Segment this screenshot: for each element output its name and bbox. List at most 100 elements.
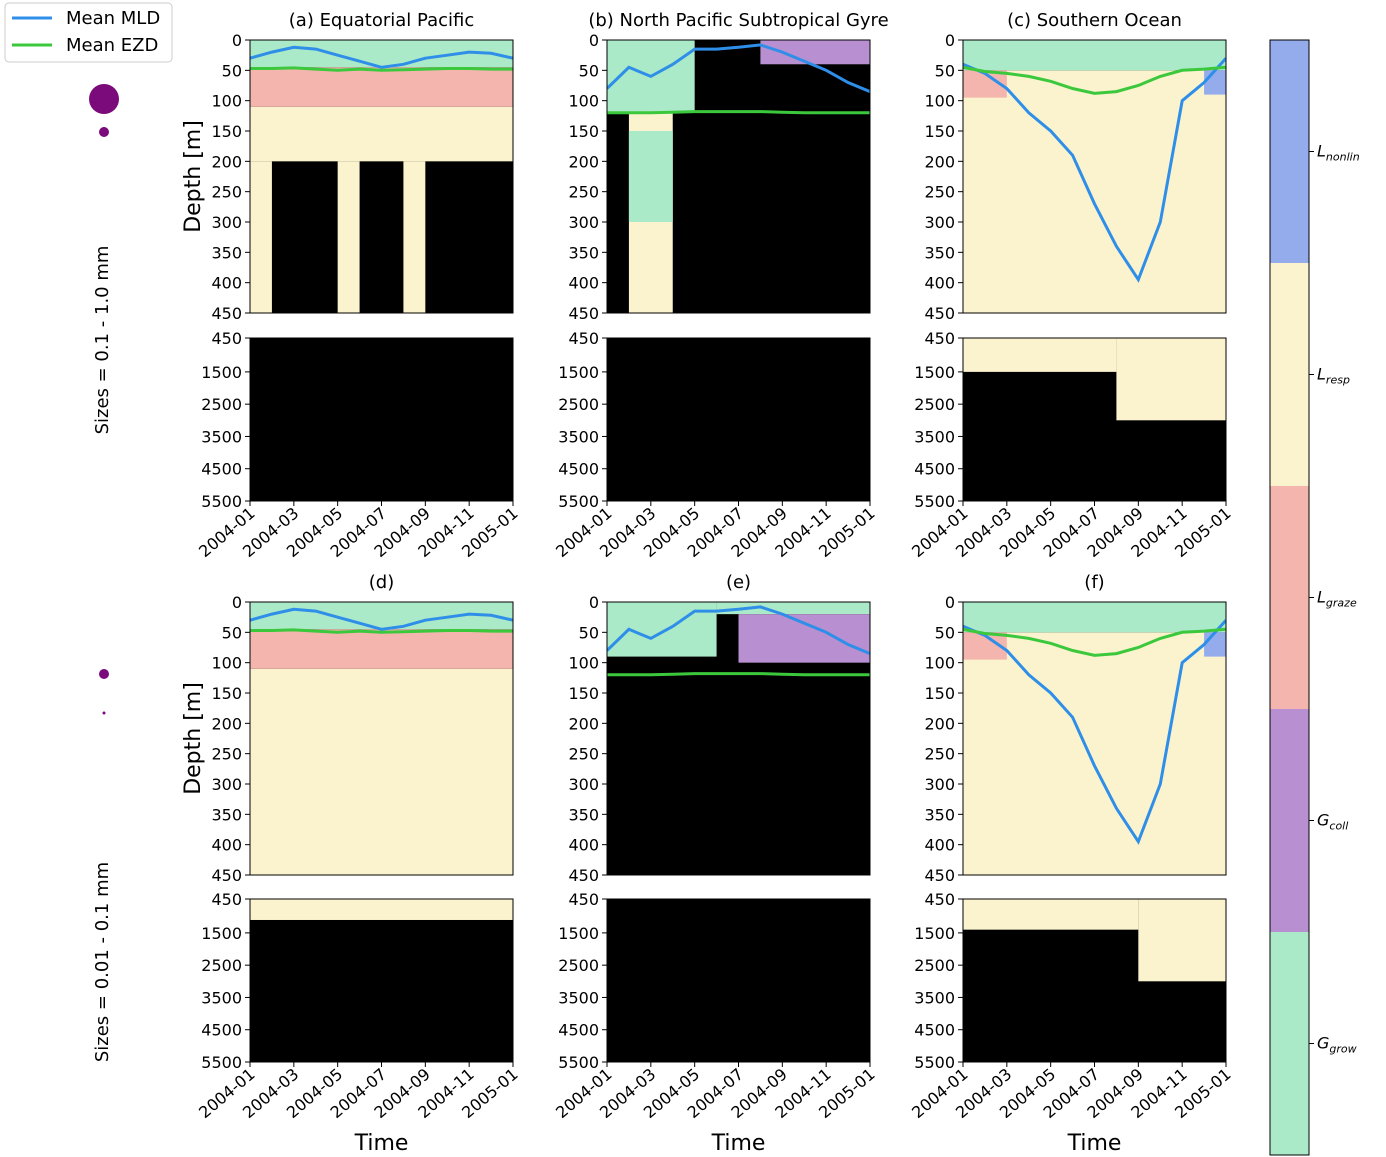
label-base: L <box>1317 588 1326 607</box>
colorbar-segment <box>1270 932 1309 1155</box>
x-axis-label: Time <box>354 1131 409 1156</box>
heat-cell <box>963 338 1117 372</box>
subplot: 0 50 100 150 200 250 300 350 400 450 (e) <box>568 572 871 885</box>
y-tick-label: 150 <box>924 684 955 703</box>
subplot: 450150025003500450055002004-012004-03200… <box>195 890 521 1156</box>
label-sub: nonlin <box>1326 151 1360 164</box>
y-tick-label: 50 <box>579 61 599 80</box>
y-tick-label: 350 <box>924 805 955 824</box>
colorbar-label: Lnonlin <box>1317 142 1360 164</box>
y-tick-label: 3500 <box>558 988 599 1007</box>
y-axis-label: Depth [m] <box>181 682 206 795</box>
line-series <box>250 628 513 634</box>
y-tick-label: 3500 <box>558 427 599 446</box>
y-tick-label: 350 <box>924 243 955 262</box>
line-series <box>250 607 513 631</box>
plot-background <box>250 338 513 501</box>
y-tick-label: 100 <box>211 654 242 673</box>
y-tick-label: 50 <box>579 623 599 642</box>
line-series <box>963 57 1226 283</box>
y-tick-label: 300 <box>924 775 955 794</box>
label-base: L <box>1317 365 1326 384</box>
y-tick-label: 4500 <box>201 460 242 479</box>
heat-cell <box>250 629 513 669</box>
y-tick-label: 1500 <box>914 924 955 943</box>
subplot-title: (d) <box>369 572 394 593</box>
y-tick-label: 450 <box>568 866 599 885</box>
y-tick-label: 300 <box>211 775 242 794</box>
y-axis-label: Depth [m] <box>181 120 206 233</box>
y-tick-label: 450 <box>568 329 599 348</box>
heat-cell <box>250 106 513 162</box>
line-series <box>607 110 870 115</box>
y-tick-label: 350 <box>568 805 599 824</box>
x-axis-label: Time <box>1067 1131 1122 1156</box>
y-tick-label: 450 <box>211 329 242 348</box>
y-tick-label: 400 <box>924 274 955 293</box>
label-base: L <box>1317 142 1326 161</box>
y-tick-label: 450 <box>211 866 242 885</box>
heat-cell <box>963 70 1226 313</box>
y-tick-label: 4500 <box>558 460 599 479</box>
y-tick-label: 1500 <box>914 363 955 382</box>
y-tick-label: 100 <box>211 92 242 111</box>
colorbar-segment <box>1270 486 1309 709</box>
plot-background <box>250 899 513 1062</box>
y-tick-label: 150 <box>211 122 242 141</box>
label-sub: coll <box>1329 820 1348 833</box>
subplot-title: (e) <box>726 572 751 593</box>
subplot-title: (a) Equatorial Pacific <box>289 10 474 31</box>
y-tick-label: 450 <box>211 890 242 909</box>
plot-background <box>607 338 870 501</box>
subplot: 450150025003500450055002004-012004-03200… <box>552 329 878 561</box>
y-tick-label: 1500 <box>201 924 242 943</box>
subplot-title: (b) North Pacific Subtropical Gyre <box>588 10 888 31</box>
y-tick-label: 50 <box>222 61 242 80</box>
y-tick-label: 200 <box>924 714 955 733</box>
y-tick-label: 200 <box>211 152 242 171</box>
heat-cell <box>1116 338 1226 421</box>
y-tick-label: 400 <box>568 836 599 855</box>
colorbar-label: Gcoll <box>1317 811 1348 833</box>
y-tick-label: 250 <box>211 745 242 764</box>
y-tick-label: 4500 <box>914 460 955 479</box>
plot-frame <box>249 39 514 314</box>
y-tick-label: 250 <box>924 745 955 764</box>
y-tick-label: 2500 <box>558 395 599 414</box>
y-tick-label: 200 <box>568 714 599 733</box>
subplot: 450150025003500450055002004-012004-03200… <box>908 890 1234 1156</box>
y-tick-label: 1500 <box>558 924 599 943</box>
heat-cell <box>963 602 1226 633</box>
y-tick-label: 0 <box>232 31 242 50</box>
y-tick-label: 5500 <box>201 492 242 511</box>
y-tick-label: 150 <box>924 122 955 141</box>
heat-cell <box>1204 70 1226 95</box>
subplot: 0 50 100 150 200 250 300 350 400 450 (a) Equatoria… <box>181 10 514 323</box>
y-tick-label: 0 <box>945 31 955 50</box>
line-series <box>607 605 870 655</box>
label-sub: graze <box>1326 597 1357 610</box>
y-tick-label: 4500 <box>201 1021 242 1040</box>
plot-frame <box>962 601 1227 876</box>
y-tick-label: 5500 <box>201 1053 242 1072</box>
y-tick-label: 3500 <box>914 988 955 1007</box>
y-tick-label: 50 <box>935 61 955 80</box>
y-tick-label: 400 <box>568 274 599 293</box>
subplot: 0 50 100 150 200 250 300 350 400 450 (d) Depth [m] <box>181 572 514 885</box>
line-series <box>607 672 870 677</box>
y-tick-label: 350 <box>568 243 599 262</box>
y-tick-label: 400 <box>211 274 242 293</box>
heat-cell <box>250 899 513 920</box>
y-tick-label: 300 <box>568 213 599 232</box>
y-tick-label: 1500 <box>558 363 599 382</box>
heat-cell <box>1204 632 1226 657</box>
y-tick-label: 300 <box>568 775 599 794</box>
y-tick-label: 5500 <box>914 492 955 511</box>
line-series <box>963 65 1226 95</box>
y-tick-label: 2500 <box>914 395 955 414</box>
colorbar-label: Ggrow <box>1317 1034 1357 1056</box>
y-tick-label: 300 <box>211 213 242 232</box>
colorbar-segment <box>1270 40 1309 263</box>
y-tick-label: 0 <box>589 593 599 612</box>
